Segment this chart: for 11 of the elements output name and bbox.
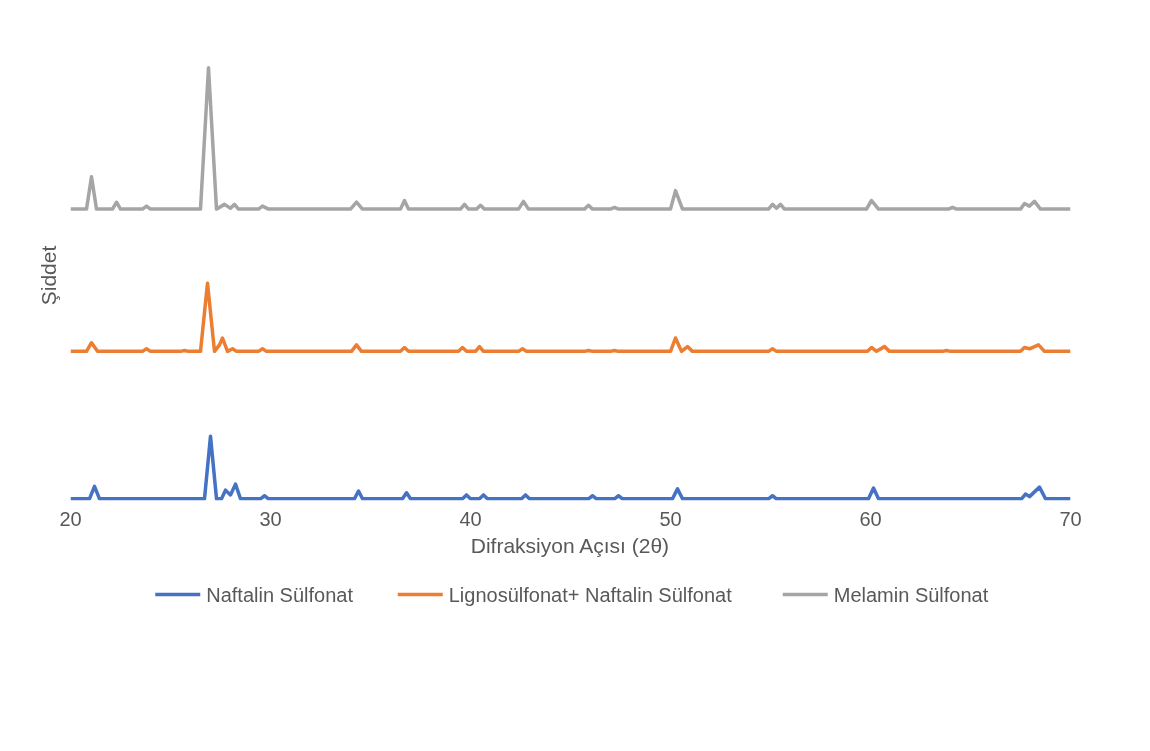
y-axis-title: Şiddet (36, 245, 60, 306)
x-tick-label: 60 (859, 507, 882, 530)
x-tick-label: 30 (259, 507, 282, 530)
x-axis-title: Difraksiyon Açısı (2θ) (470, 533, 670, 557)
x-tick-label: 40 (459, 507, 482, 530)
legend-label: Melamin Sülfonat (833, 583, 989, 606)
legend-label: Lignosülfonat+ Naftalin Sülfonat (448, 583, 733, 606)
x-tick-label: 50 (659, 507, 682, 530)
x-tick-label: 20 (59, 507, 82, 530)
legend-label: Naftalin Sülfonat (206, 583, 354, 606)
x-tick-label: 70 (1059, 507, 1082, 530)
